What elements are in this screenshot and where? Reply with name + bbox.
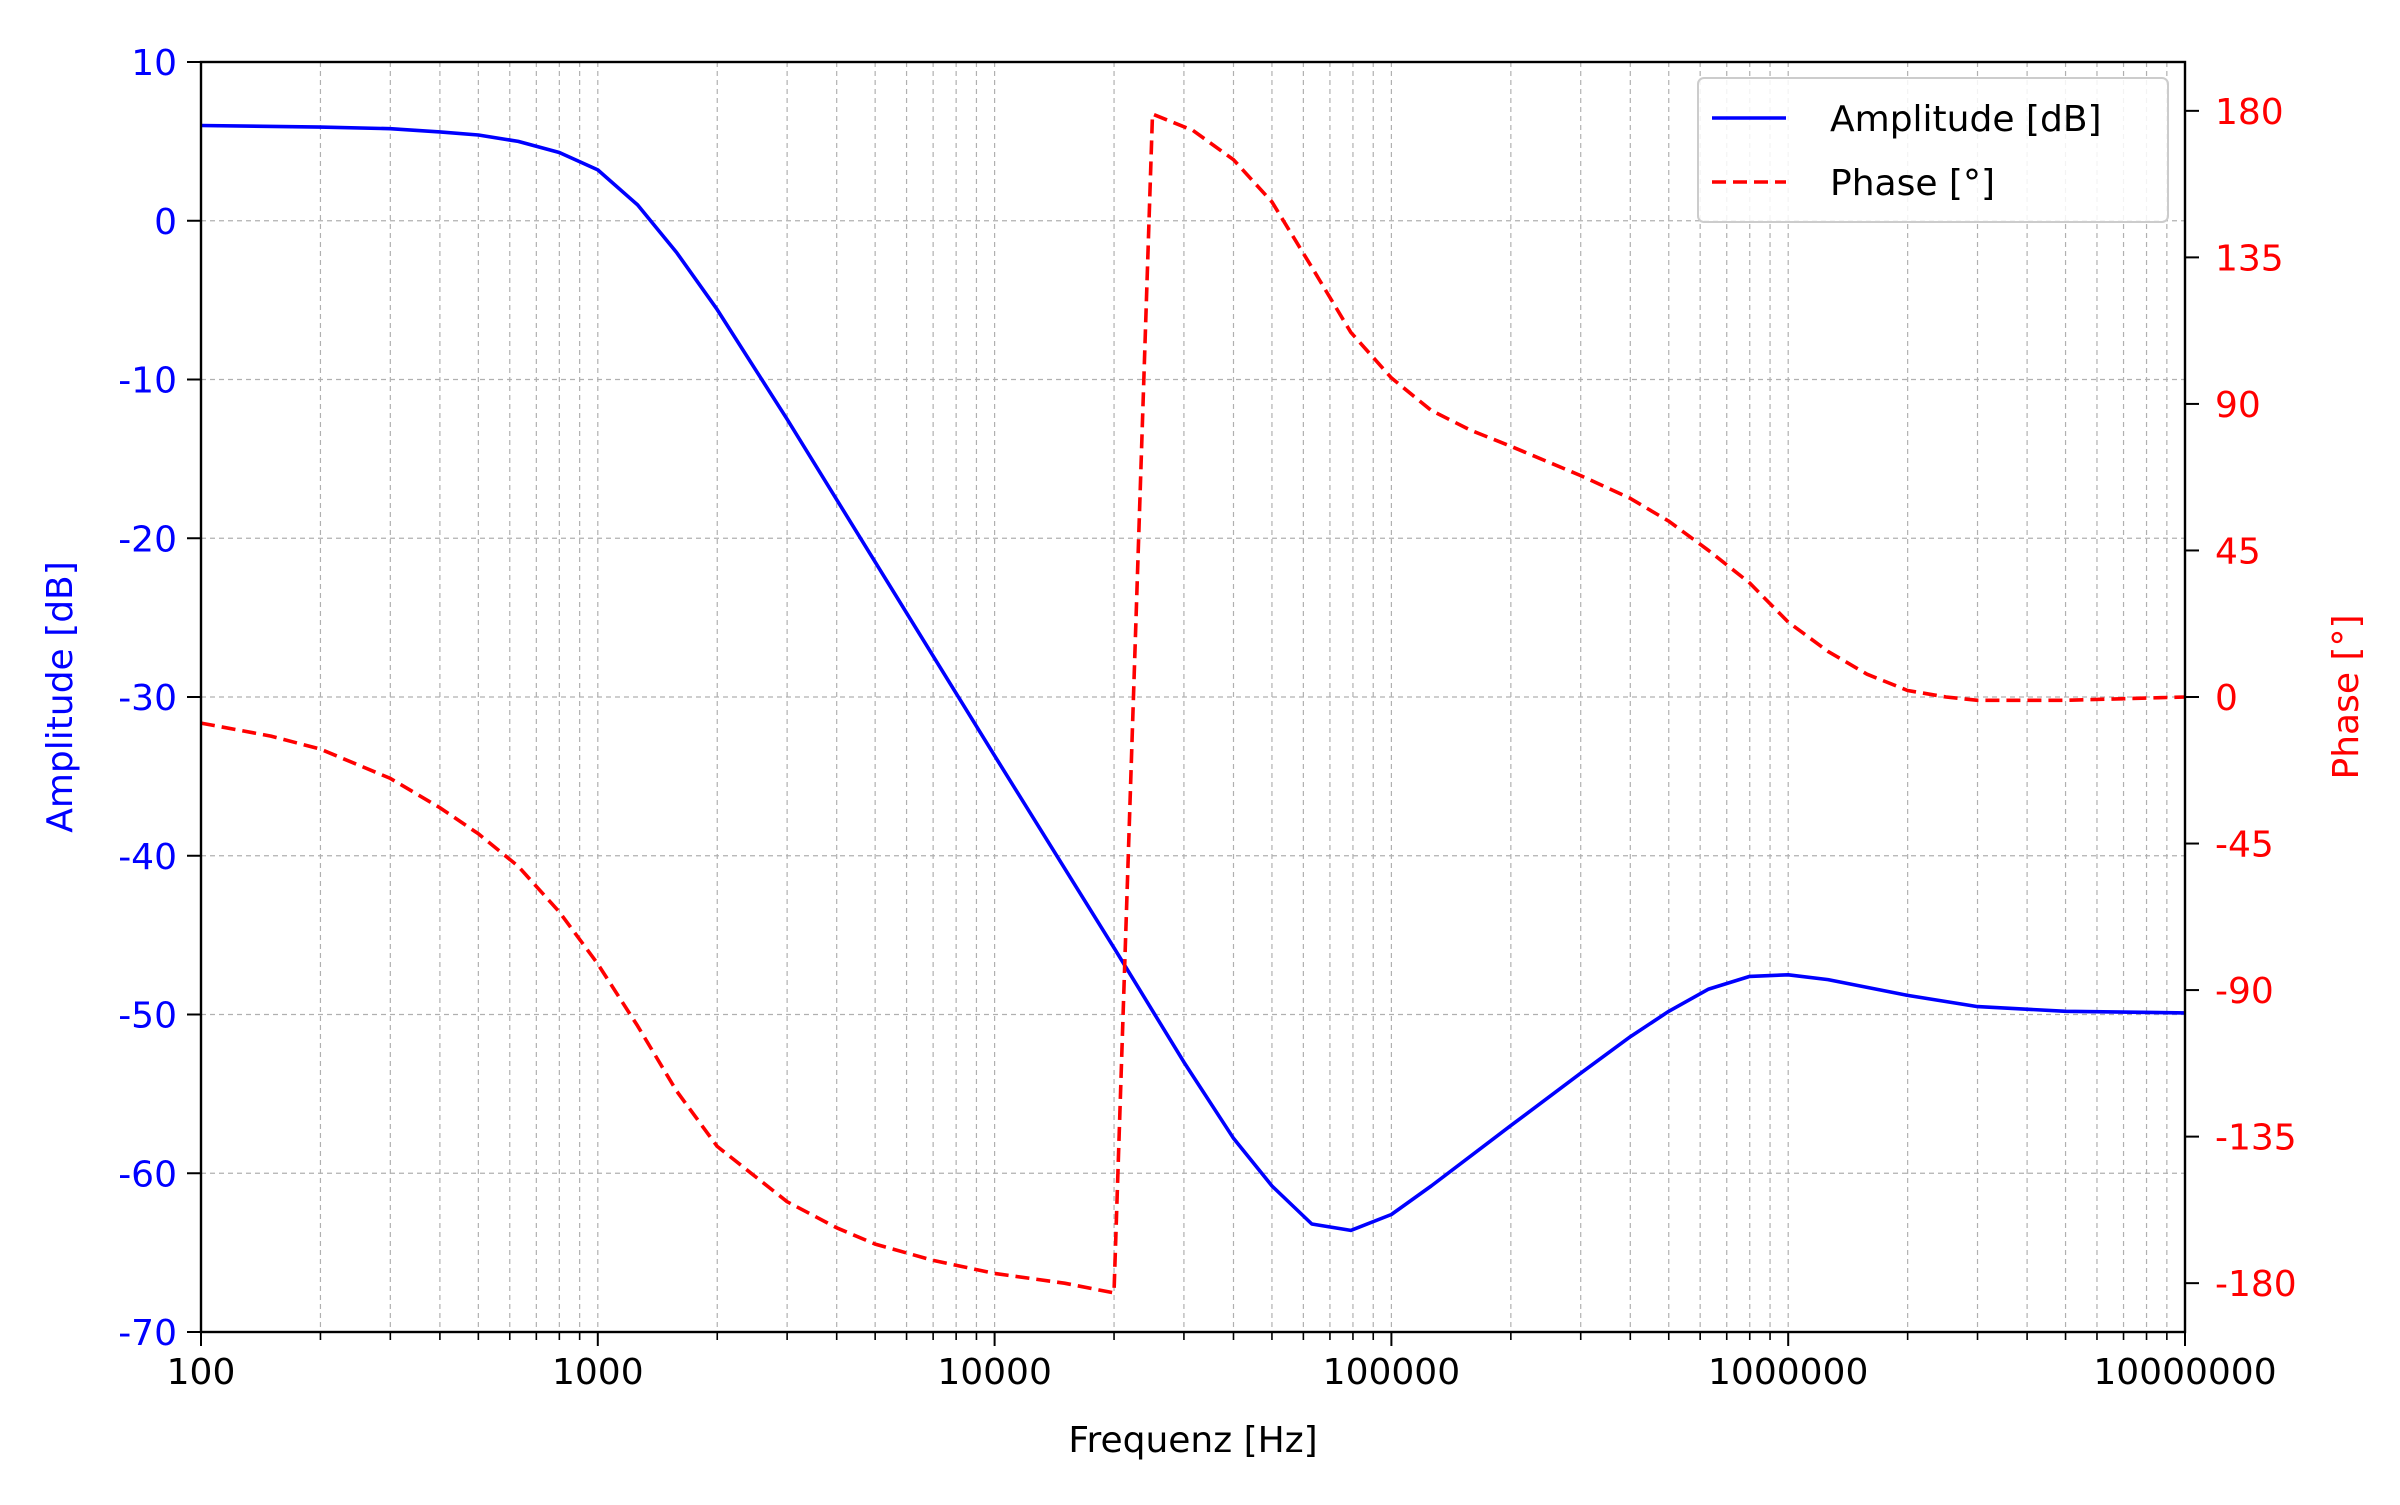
y-left-tick-label: 10 bbox=[131, 43, 177, 84]
y-right-tick-label: 45 bbox=[2215, 531, 2261, 572]
x-tick-label: 10000000 bbox=[2093, 1352, 2276, 1393]
y-left-tick-label: -20 bbox=[118, 519, 177, 560]
y-left-tick-label: 0 bbox=[154, 202, 177, 243]
grid bbox=[200, 61, 2186, 1333]
x-tick-label: 1000000 bbox=[1708, 1352, 1868, 1393]
y-left-tick-label: -40 bbox=[118, 837, 177, 878]
y-axis-right-title: Phase [°] bbox=[2326, 614, 2367, 779]
amplitude-series-line bbox=[200, 123, 2186, 1233]
x-tick-label: 10000 bbox=[937, 1352, 1052, 1393]
y-left-tick-label: -60 bbox=[118, 1154, 177, 1195]
legend-box bbox=[1697, 77, 2169, 223]
y-left-tick-label: -50 bbox=[118, 996, 177, 1037]
y-right-tick-label: -135 bbox=[2215, 1118, 2297, 1159]
x-tick-label: 1000 bbox=[552, 1352, 644, 1393]
x-tick-label: 100000 bbox=[1323, 1352, 1460, 1393]
x-axis-title: Frequenz [Hz] bbox=[1068, 1420, 1317, 1461]
y-axis-left-title: Amplitude [dB] bbox=[40, 561, 81, 833]
y-right-tick-label: -90 bbox=[2215, 971, 2274, 1012]
y-right-tick-label: 90 bbox=[2215, 385, 2261, 426]
y-right-tick-label: 135 bbox=[2215, 238, 2284, 279]
y-left-tick-label: -30 bbox=[118, 678, 177, 719]
phase-series-line bbox=[200, 112, 2186, 1295]
y-left-tick-label: -70 bbox=[118, 1313, 177, 1354]
legend-label-phase: Phase [°] bbox=[1830, 163, 1995, 204]
y-left-tick-label: -10 bbox=[118, 361, 177, 402]
series-layer bbox=[200, 112, 2186, 1295]
y-right-tick-label: 180 bbox=[2215, 92, 2284, 133]
y-right-tick-label: -180 bbox=[2215, 1264, 2297, 1305]
legend-label-amplitude: Amplitude [dB] bbox=[1830, 99, 2102, 140]
x-tick-label: 100 bbox=[167, 1352, 236, 1393]
legend: Amplitude [dB] Phase [°] bbox=[1697, 77, 2169, 223]
ticks: 100 1000 10000 100000 1000000 10000000100-10-… bbox=[118, 43, 2297, 1393]
y-right-tick-label: 0 bbox=[2215, 678, 2238, 719]
y-right-tick-label: -45 bbox=[2215, 825, 2274, 866]
